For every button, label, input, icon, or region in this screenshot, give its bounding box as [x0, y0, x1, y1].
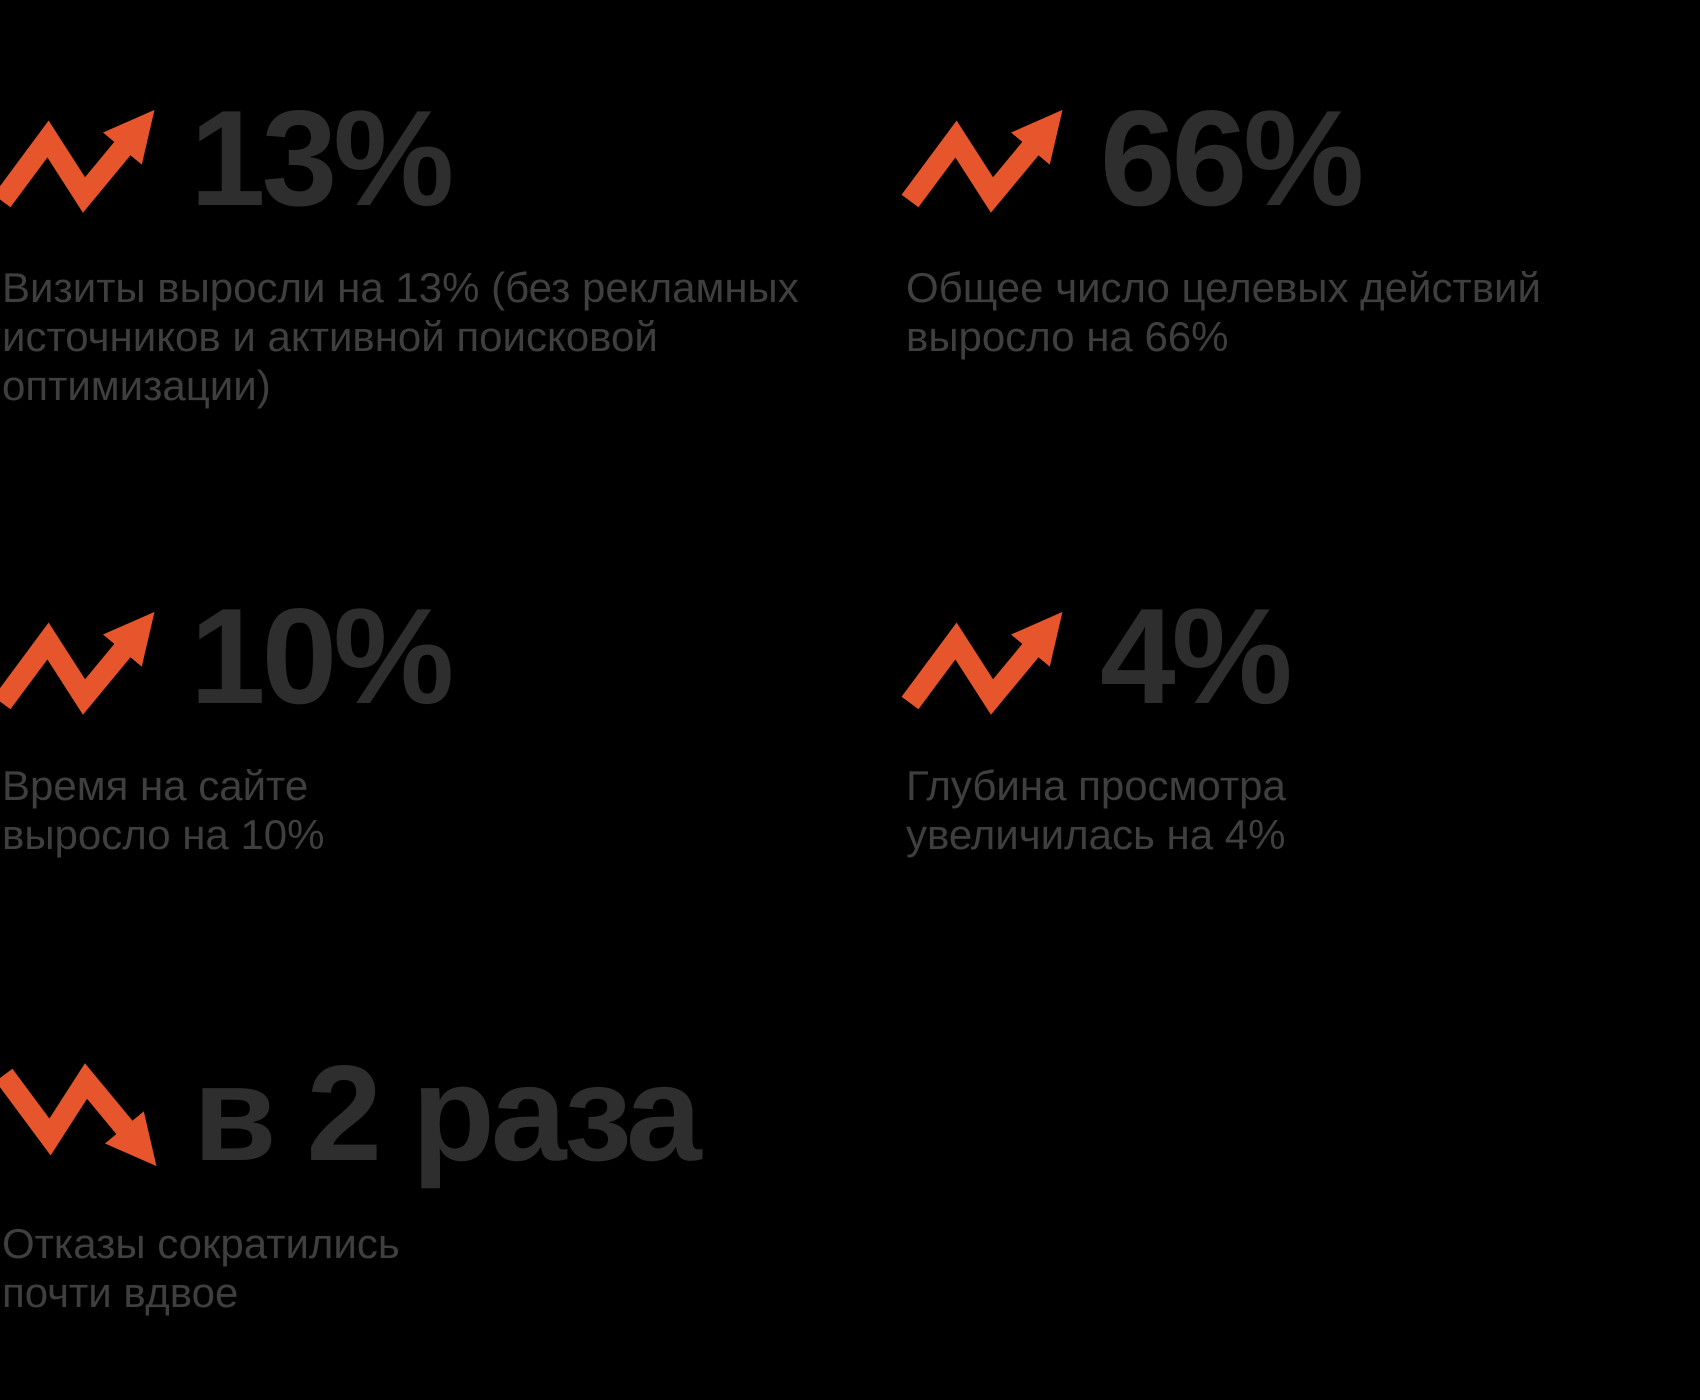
description-line: Глубина просмотра — [906, 762, 1286, 809]
metric-value-visits: 13% — [190, 82, 454, 234]
trend-down-arrow-icon — [0, 1063, 166, 1167]
metric-description-goal-actions: Общее число целевых действий выросло на … — [906, 263, 1541, 361]
description-line: Визиты выросли на 13% (без рекламных — [2, 264, 799, 311]
trend-up-arrow-icon — [0, 611, 164, 715]
metric-description-view-depth: Глубина просмотра увеличилась на 4% — [906, 761, 1286, 859]
description-line: Отказы сократились — [2, 1220, 400, 1267]
description-line: выросло на 10% — [2, 811, 325, 858]
description-line: выросло на 66% — [906, 313, 1229, 360]
metric-description-bounces: Отказы сократились почти вдвое — [2, 1219, 400, 1317]
description-line: Время на сайте — [2, 762, 309, 809]
description-line: Общее число целевых действий — [906, 264, 1541, 311]
metric-description-time-on-site: Время на сайте выросло на 10% — [2, 761, 325, 859]
metric-value-goal-actions: 66% — [1100, 82, 1364, 234]
metric-description-visits: Визиты выросли на 13% (без рекламных ист… — [2, 263, 799, 410]
description-line: источников и активной поисковой — [2, 313, 658, 360]
description-line: почти вдвое — [2, 1269, 239, 1316]
trend-up-arrow-icon — [901, 109, 1072, 213]
description-line: оптимизации) — [2, 362, 271, 409]
metric-value-time-on-site: 10% — [190, 580, 454, 732]
metric-value-view-depth: 4% — [1100, 580, 1293, 732]
trend-up-arrow-icon — [901, 611, 1072, 715]
metric-value-bounces: в 2 раза — [193, 1037, 702, 1189]
trend-up-arrow-icon — [0, 109, 164, 213]
description-line: увеличилась на 4% — [906, 811, 1286, 858]
